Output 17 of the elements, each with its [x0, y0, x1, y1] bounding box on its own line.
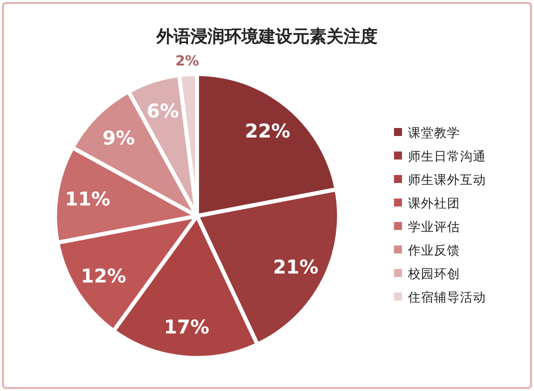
data-label: 6%	[146, 100, 179, 123]
data-label: 21%	[272, 256, 318, 278]
legend-label: 作业反馈	[407, 242, 460, 258]
legend-label: 师生课外互动	[408, 172, 486, 187]
data-label: 17%	[164, 316, 210, 338]
data-label: 11%	[64, 188, 110, 211]
legend-label: 师生日常沟通	[408, 148, 486, 164]
data-label: 9%	[102, 128, 135, 150]
legend-label: 学业评估	[408, 219, 460, 234]
legend-label: 校园环创	[407, 266, 460, 281]
legend-label: 课外社团	[408, 196, 460, 210]
legend-label: 课堂教学	[408, 125, 460, 140]
chart-title: 外语浸润环境建设元素关注度	[156, 27, 378, 47]
data-label: 22%	[244, 120, 290, 143]
data-label: 12%	[80, 265, 126, 288]
legend-label: 住宿辅导活动	[407, 290, 486, 304]
data-label: 2%	[175, 53, 200, 70]
